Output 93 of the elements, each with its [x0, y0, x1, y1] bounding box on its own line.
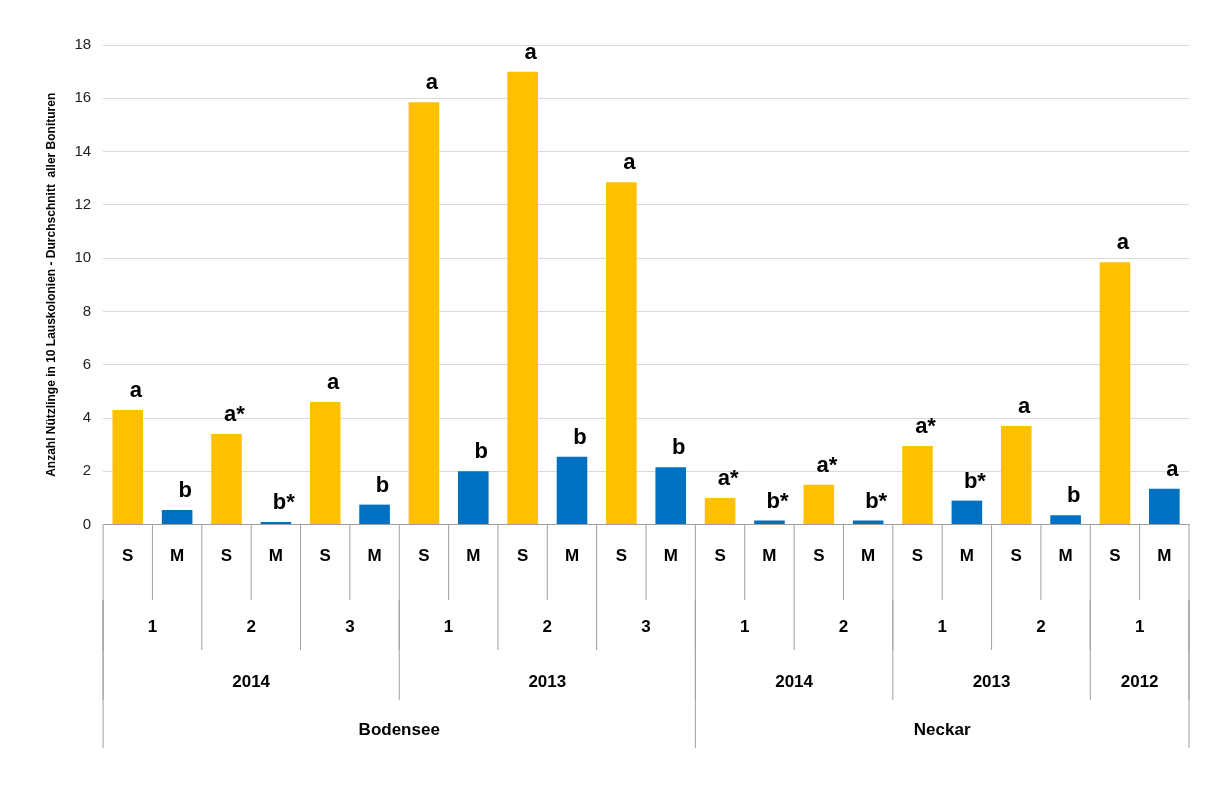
y-axis-title: Anzahl Nützlinge in 10 Lauskolonien - Durchschnitt aller Bonituren: [43, 92, 58, 477]
text: 1: [1134, 616, 1145, 636]
x-tick-label: S: [220, 546, 233, 566]
bar: [309, 402, 341, 525]
data-label: b: [178, 477, 192, 503]
x-tick-label: S: [1109, 546, 1121, 566]
y-tick-label: 14: [74, 141, 92, 159]
data-label: a*: [816, 451, 838, 477]
data-label: b: [573, 423, 587, 449]
x-tick-label: M: [1058, 546, 1073, 566]
data-label: a: [524, 38, 538, 64]
x-tick-label: M: [466, 546, 481, 566]
bar: [704, 497, 736, 525]
text: 2: [542, 616, 553, 636]
x-tick-label: S: [813, 546, 825, 566]
x-tick-label: S: [615, 546, 628, 566]
x-tick-label: S: [122, 546, 134, 566]
y-tick-label: 8: [82, 301, 92, 319]
y-tick-label: 12: [74, 195, 92, 213]
text: Neckar: [913, 719, 971, 739]
bar: [112, 410, 144, 525]
bar: [1149, 488, 1180, 525]
data-label: a*: [224, 401, 246, 427]
bar: [408, 102, 440, 525]
x-tick-label: M: [367, 546, 382, 566]
y-tick-label: 4: [82, 408, 92, 426]
x-tick-label: M: [861, 546, 876, 566]
data-label: b*: [272, 489, 296, 514]
bar: [606, 182, 637, 525]
x-tick-label: M: [268, 546, 283, 566]
bar: [161, 509, 193, 525]
data-label: a*: [717, 465, 739, 491]
data-label: a: [425, 69, 439, 95]
bar: [260, 521, 292, 525]
bar: [507, 71, 538, 525]
data-label: b: [375, 471, 390, 497]
text: 2: [838, 616, 849, 636]
data-label: b*: [766, 487, 789, 513]
text: 2013: [528, 671, 567, 691]
text: 2: [1036, 616, 1046, 636]
data-label: a: [129, 377, 143, 403]
x-tick-label: S: [319, 546, 331, 566]
x-tick-label: M: [762, 546, 777, 566]
text: 3: [345, 616, 355, 636]
bar: [359, 504, 390, 525]
text: 2012: [1120, 671, 1159, 691]
x-tick-label: M: [663, 546, 678, 566]
y-tick-label: 16: [74, 88, 92, 106]
x-tick-label: S: [1010, 546, 1022, 566]
text: 2014: [775, 671, 814, 691]
text: 1: [147, 616, 158, 636]
x-tick-label: M: [170, 546, 185, 566]
x-tick-label: S: [418, 546, 430, 566]
text: 2: [246, 616, 256, 636]
data-label: a: [327, 369, 341, 395]
data-label: b: [474, 438, 489, 464]
data-label: b*: [963, 467, 987, 493]
data-label: a: [1166, 455, 1180, 481]
x-tick-label: S: [516, 546, 529, 566]
text: 1: [937, 616, 947, 636]
text: 2013: [972, 671, 1011, 691]
data-label: b: [1066, 482, 1081, 508]
text: 2014: [232, 671, 271, 691]
bar: [902, 446, 933, 525]
text: 1: [443, 616, 454, 636]
bar: [1099, 262, 1131, 525]
y-tick-label: 0: [82, 514, 92, 532]
bar: [556, 456, 588, 525]
text: 1: [740, 616, 750, 636]
data-label: a: [1116, 229, 1130, 255]
y-tick-label: 6: [82, 354, 92, 372]
bar: [211, 434, 242, 525]
y-tick-label: 18: [74, 35, 92, 53]
data-label: b: [672, 434, 686, 460]
y-tick-label: 2: [82, 461, 92, 479]
y-tick-label: 10: [74, 248, 92, 266]
text: 3: [641, 616, 651, 636]
bar: [951, 500, 983, 525]
bar: [1050, 515, 1081, 525]
data-label: a*: [915, 413, 937, 439]
x-tick-label: S: [714, 546, 726, 566]
text: Bodensee: [358, 719, 440, 739]
x-tick-label: S: [911, 546, 924, 566]
bar: [803, 484, 835, 525]
x-tick-label: M: [564, 546, 580, 566]
data-label: a: [623, 149, 637, 175]
x-tick-label: M: [959, 546, 974, 566]
bar: [457, 471, 489, 525]
data-label: b*: [865, 487, 888, 513]
x-tick-label: M: [1157, 546, 1172, 566]
bar: [655, 467, 687, 525]
bar: [1000, 426, 1032, 525]
data-label: a: [1018, 393, 1032, 419]
